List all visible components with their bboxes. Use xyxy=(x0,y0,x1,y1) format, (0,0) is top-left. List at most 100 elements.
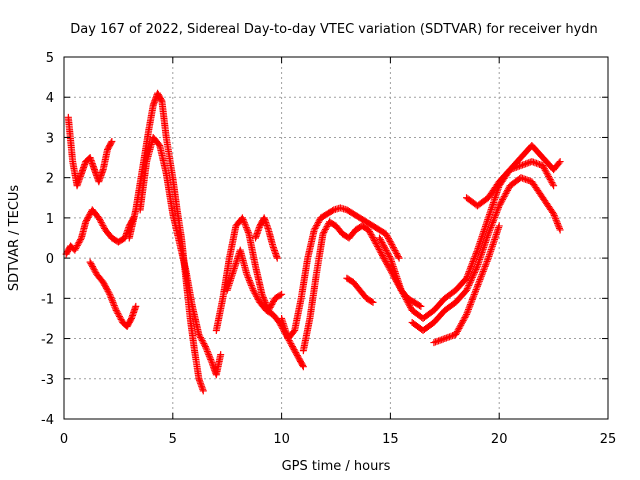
data-point xyxy=(478,271,486,279)
data-point xyxy=(73,243,81,251)
data-point xyxy=(498,197,506,205)
data-point xyxy=(406,303,414,311)
data-point xyxy=(369,233,377,241)
data-point xyxy=(384,235,392,243)
data-point xyxy=(204,349,212,357)
data-point xyxy=(269,299,277,307)
data-point xyxy=(115,312,123,320)
data-point xyxy=(541,166,549,174)
data-point xyxy=(482,259,490,267)
data-point xyxy=(376,236,384,244)
data-point xyxy=(248,283,256,291)
data-point xyxy=(480,266,488,274)
data-point xyxy=(106,292,114,300)
data-point xyxy=(470,291,478,299)
data-point xyxy=(84,213,92,221)
data-point xyxy=(452,331,460,339)
series-sat-track-5 xyxy=(136,133,225,379)
data-point xyxy=(475,277,483,285)
data-point xyxy=(293,350,301,358)
data-point xyxy=(378,239,386,247)
data-point xyxy=(476,276,484,284)
data-point xyxy=(472,286,480,294)
data-point xyxy=(488,220,496,228)
data-point xyxy=(205,352,213,360)
data-point xyxy=(540,163,548,171)
data-point xyxy=(486,227,494,235)
data-point xyxy=(77,236,85,244)
data-point xyxy=(473,282,481,290)
data-point xyxy=(269,297,277,305)
data-point xyxy=(113,308,121,316)
y-tick-label: 5 xyxy=(46,51,54,66)
data-point xyxy=(492,210,500,218)
series-sat-track-7 xyxy=(223,246,307,371)
data-point xyxy=(203,347,211,355)
data-point xyxy=(319,230,327,238)
data-point xyxy=(471,267,479,275)
data-point xyxy=(243,272,251,280)
data-point xyxy=(486,225,494,233)
data-point xyxy=(249,285,257,293)
data-point xyxy=(110,300,118,308)
data-point xyxy=(466,264,474,272)
data-point xyxy=(251,289,259,297)
data-point xyxy=(495,222,503,230)
data-point xyxy=(383,231,391,239)
data-point xyxy=(467,263,475,271)
data-point xyxy=(114,309,122,317)
series-sat-track-3 xyxy=(86,258,140,330)
data-point xyxy=(454,326,462,334)
data-point xyxy=(547,177,555,185)
data-point xyxy=(71,246,79,254)
data-point xyxy=(202,344,210,352)
data-point xyxy=(377,249,385,257)
data-point xyxy=(468,297,476,305)
data-point xyxy=(381,256,389,264)
data-point xyxy=(469,258,477,266)
data-point xyxy=(466,266,474,274)
data-point xyxy=(463,285,471,293)
data-point xyxy=(471,289,479,297)
data-point xyxy=(469,294,477,302)
data-point xyxy=(322,224,330,232)
data-point xyxy=(395,254,403,262)
data-point xyxy=(555,223,563,231)
series-sat-track-6 xyxy=(212,214,286,335)
data-point xyxy=(320,228,328,236)
data-point xyxy=(467,277,475,285)
data-point xyxy=(206,354,214,362)
data-point xyxy=(555,224,563,232)
data-point xyxy=(106,290,114,298)
data-point xyxy=(485,228,493,236)
data-point xyxy=(471,269,479,277)
data-point xyxy=(470,254,478,262)
data-point xyxy=(399,289,407,297)
data-point xyxy=(157,96,165,104)
data-point xyxy=(312,223,320,231)
data-point xyxy=(496,200,504,208)
data-point xyxy=(484,256,492,264)
data-point xyxy=(479,267,487,275)
data-point xyxy=(479,269,487,277)
data-point xyxy=(499,196,507,204)
data-point xyxy=(473,248,481,256)
axis-ticks xyxy=(63,56,609,420)
data-point xyxy=(242,222,250,230)
data-point xyxy=(553,218,561,226)
data-point xyxy=(321,227,329,235)
y-tick-label: 1 xyxy=(46,212,54,227)
data-point xyxy=(199,338,207,346)
y-tick-label: 3 xyxy=(46,131,54,146)
data-point xyxy=(112,306,120,314)
data-point xyxy=(503,188,511,196)
data-point xyxy=(98,220,106,228)
data-point xyxy=(155,140,163,148)
data-point xyxy=(545,172,553,180)
data-point xyxy=(75,239,83,247)
x-tick-label: 25 xyxy=(600,432,617,447)
series-sat-track-13 xyxy=(408,174,564,335)
data-point xyxy=(267,302,275,310)
series-sat-track-11 xyxy=(343,274,377,306)
